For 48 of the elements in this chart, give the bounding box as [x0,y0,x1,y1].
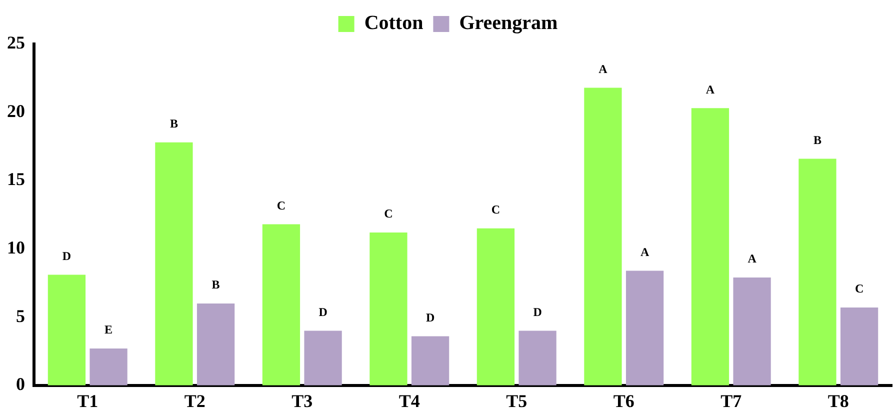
y-tick-label: 25 [7,32,25,53]
data-label: D [62,248,72,263]
x-tick-label: T5 [506,390,528,411]
bar [304,330,342,386]
bar [262,224,300,386]
bar [840,308,878,386]
bar [518,330,556,386]
bar [733,278,771,386]
data-label: A [706,82,715,96]
data-label: C [384,206,393,221]
bar [584,88,622,386]
y-tick-label: 5 [16,306,25,326]
bar [691,108,730,386]
bar [196,303,235,386]
bar [411,336,450,386]
data-label: A [598,62,608,76]
y-tick-label: 20 [7,100,25,121]
x-tick-label: T4 [398,390,420,411]
bar [370,232,408,386]
x-tick-label: T6 [613,390,634,411]
data-label: A [748,252,757,266]
data-label: C [491,202,500,216]
legend-label: Greengram [459,12,558,34]
data-label: D [318,304,328,319]
bar [90,348,128,386]
data-label: B [212,278,220,292]
data-label: B [813,132,822,147]
bar [155,142,193,386]
y-tick-label: 10 [7,237,25,258]
y-tick-label: 0 [16,374,25,394]
x-tick-label: T8 [828,390,849,411]
x-tick-label: T2 [184,390,206,411]
bar [626,270,664,386]
x-tick-label: T7 [720,390,742,411]
y-tick-label: 15 [7,169,25,190]
data-label: A [640,244,650,259]
bar [798,158,836,386]
data-label: D [533,304,542,319]
bar [476,228,515,386]
x-tick-label: T1 [77,390,98,411]
legend-label: Cotton [364,12,424,34]
data-label: D [426,310,435,324]
data-label: E [104,322,113,337]
data-label: C [854,282,864,296]
bar [48,274,86,386]
data-label: C [276,198,286,212]
data-label: B [170,116,178,130]
x-tick-label: T3 [292,390,313,411]
